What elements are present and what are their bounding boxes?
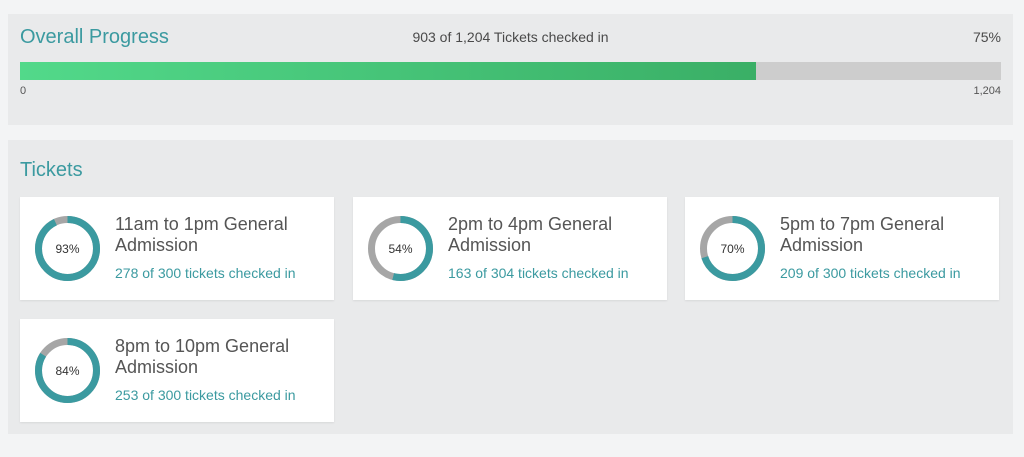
- ticket-donut-chart: 84%: [34, 337, 101, 404]
- donut-ring-icon: [35, 216, 100, 281]
- overall-progress-percent: 75%: [972, 29, 1001, 45]
- ticket-percent: 70%: [720, 241, 745, 256]
- ticket-name: 11am to 1pm General Admission: [115, 214, 288, 255]
- overall-progress-summary: 903 of 1,204 Tickets checked in: [412, 29, 609, 45]
- ticket-percent: 93%: [55, 241, 80, 256]
- progress-max-label: 1,204: [973, 85, 1001, 97]
- ticket-name: 2pm to 4pm General Admission: [448, 214, 613, 255]
- ticket-checked-in: 278 of 300 tickets checked in: [115, 265, 296, 281]
- donut-ring-icon: [368, 216, 433, 281]
- tickets-title: Tickets: [20, 159, 83, 181]
- progress-min-label: 0: [20, 85, 27, 97]
- ticket-card[interactable]: 84% 8pm to 10pm General Admission 253 of…: [20, 319, 334, 422]
- ticket-card[interactable]: 93% 11am to 1pm General Admission 278 of…: [20, 197, 334, 300]
- ticket-checked-in: 253 of 300 tickets checked in: [115, 387, 296, 403]
- ticket-checked-in: 163 of 304 tickets checked in: [448, 265, 629, 281]
- ticket-donut-chart: 93%: [34, 215, 101, 282]
- donut-ring-icon: [700, 216, 765, 281]
- ticket-checked-in: 209 of 300 tickets checked in: [780, 265, 961, 281]
- ticket-percent: 54%: [388, 241, 413, 256]
- ticket-donut-chart: 54%: [367, 215, 434, 282]
- overall-progress-title: Overall Progress: [20, 26, 169, 48]
- ticket-card[interactable]: 54% 2pm to 4pm General Admission 163 of …: [353, 197, 667, 300]
- overall-progress-panel: Overall Progress 903 of 1,204 Tickets ch…: [8, 14, 1013, 125]
- tickets-panel: Tickets 93% 11am to 1pm General Admissio…: [8, 140, 1013, 434]
- donut-ring-icon: [35, 338, 100, 403]
- ticket-donut-chart: 70%: [699, 215, 766, 282]
- overall-progress-bar: [20, 62, 1001, 80]
- ticket-card[interactable]: 70% 5pm to 7pm General Admission 209 of …: [685, 197, 999, 300]
- ticket-name: 5pm to 7pm General Admission: [780, 214, 945, 255]
- ticket-percent: 84%: [55, 363, 80, 378]
- overall-progress-fill: [20, 62, 756, 80]
- ticket-name: 8pm to 10pm General Admission: [115, 336, 290, 377]
